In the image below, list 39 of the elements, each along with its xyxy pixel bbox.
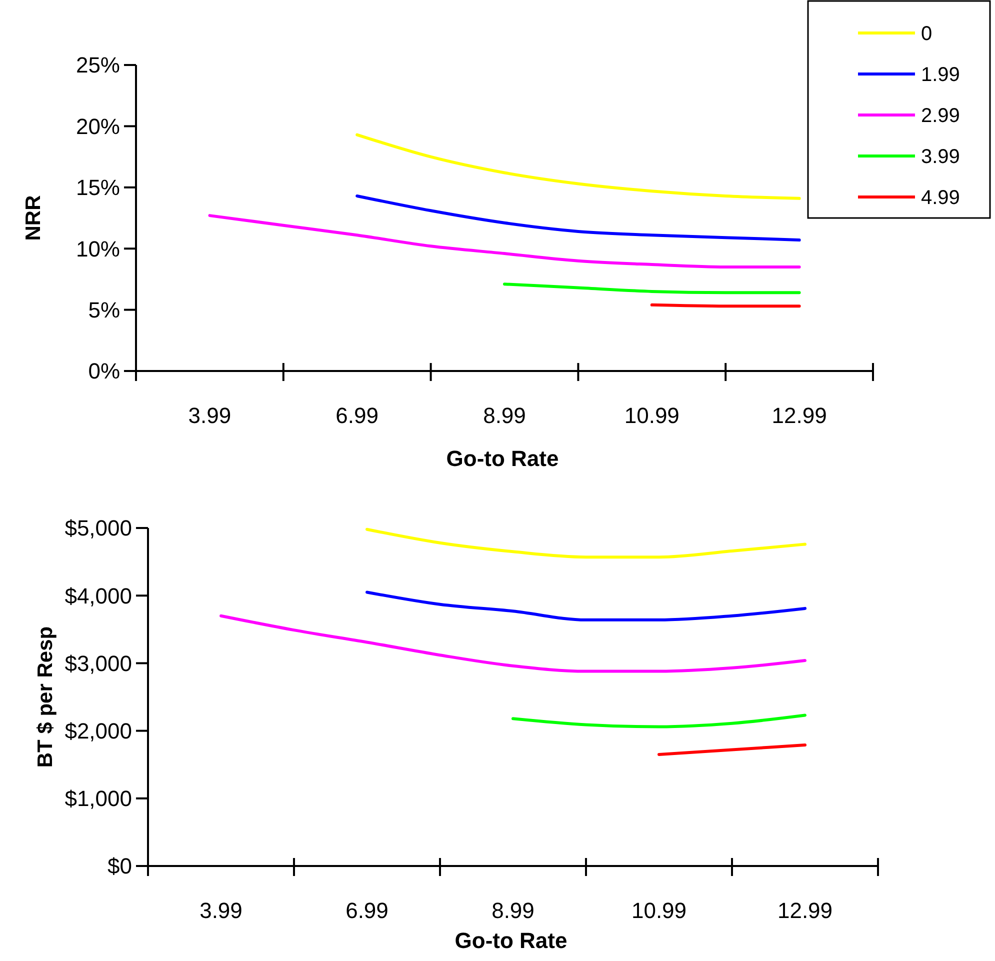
y-tick-label: 5% — [88, 298, 120, 322]
y-tick-label: $0 — [108, 854, 132, 879]
y-axis-title: BT $ per Resp — [34, 626, 57, 768]
y-tick-label: $2,000 — [64, 718, 132, 744]
line-series — [366, 528, 806, 559]
y-tick-label: $3,000 — [64, 650, 132, 676]
y-tick-label: $5,000 — [64, 516, 132, 541]
x-tick-label: 10.99 — [631, 898, 687, 923]
line-series — [503, 282, 801, 294]
legend-label: 3.99 — [921, 146, 960, 168]
legend-label: 1.99 — [921, 64, 960, 86]
legend-label: 0 — [921, 23, 932, 45]
y-tick-label: 20% — [76, 114, 120, 139]
line-series — [366, 590, 806, 622]
y-axis-title: NRR — [22, 195, 45, 241]
line-series — [356, 133, 801, 200]
x-tick-label: 8.99 — [483, 403, 526, 428]
y-tick-label: 0% — [88, 358, 120, 384]
x-tick-label: 3.99 — [200, 898, 242, 923]
line-series — [220, 614, 806, 673]
x-tick-label: 6.99 — [346, 898, 388, 923]
x-tick-label: 12.99 — [772, 403, 827, 428]
legend-label: 4.99 — [921, 187, 960, 209]
line-series — [356, 194, 801, 242]
y-tick-label: 15% — [76, 175, 120, 200]
line-series — [208, 214, 801, 268]
legend-label: 2.99 — [921, 105, 960, 127]
x-tick-label: 8.99 — [492, 898, 534, 923]
y-tick-label: $4,000 — [64, 583, 132, 608]
x-axis-title: Go-to Rate — [454, 928, 568, 953]
x-tick-label: 6.99 — [336, 403, 379, 428]
y-tick-label: $1,000 — [64, 786, 132, 812]
y-tick-label: 25% — [76, 52, 120, 78]
x-tick-label: 3.99 — [188, 403, 232, 428]
x-tick-label: 10.99 — [624, 403, 680, 428]
line-series — [512, 714, 806, 728]
x-axis-title: Go-to Rate — [446, 446, 559, 471]
x-tick-label: 12.99 — [777, 898, 833, 923]
y-tick-label: 10% — [76, 236, 120, 262]
